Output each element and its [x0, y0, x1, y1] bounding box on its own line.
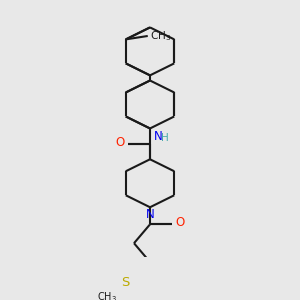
Text: S: S: [122, 276, 130, 289]
Text: CH$_3$: CH$_3$: [150, 29, 171, 43]
Text: N: N: [154, 130, 163, 143]
Text: O: O: [175, 216, 184, 229]
Text: N: N: [146, 208, 154, 221]
Text: CH$_3$: CH$_3$: [97, 290, 117, 300]
Text: H: H: [161, 133, 169, 143]
Text: O: O: [116, 136, 125, 149]
